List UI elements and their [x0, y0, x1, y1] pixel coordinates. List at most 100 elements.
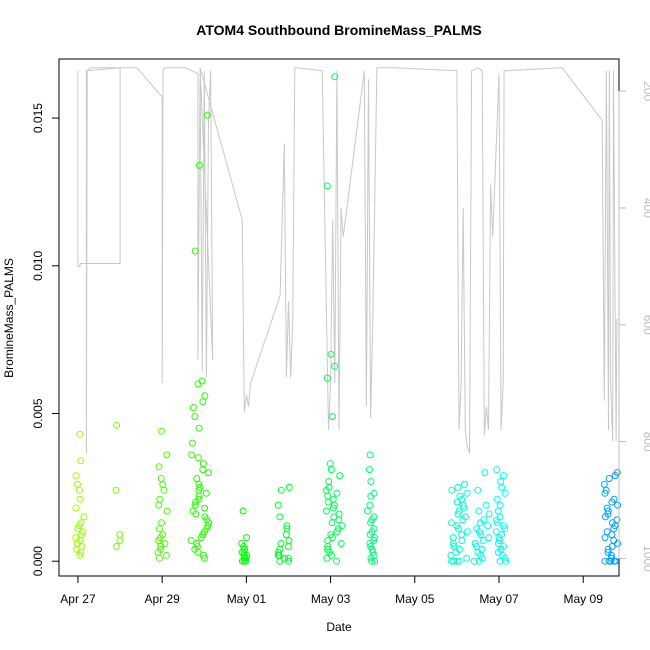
data-point	[155, 537, 163, 544]
data-point	[238, 557, 246, 565]
data-point	[475, 557, 483, 565]
data-point	[610, 557, 618, 565]
data-point	[285, 557, 293, 565]
data-point	[323, 182, 331, 190]
data-point	[455, 507, 463, 515]
x-axis: Apr 27 Apr 29 May 01 May 03 May 05 May 07 May …	[60, 575, 604, 606]
data-point	[274, 548, 282, 556]
y-axis: 0.000 0.005 0.010 0.015	[31, 103, 60, 576]
data-point	[77, 457, 85, 465]
data-point	[77, 548, 85, 556]
data-point	[470, 557, 478, 565]
data-point	[324, 537, 332, 544]
data-point	[329, 504, 337, 512]
data-point	[155, 463, 163, 471]
x-tick-label: Apr 29	[144, 592, 180, 606]
data-point	[199, 398, 207, 406]
data-point	[605, 475, 613, 482]
data-point	[454, 510, 462, 518]
data-point	[274, 501, 282, 509]
data-point	[157, 475, 165, 482]
data-point	[475, 507, 483, 515]
data-point	[336, 472, 344, 480]
data-point	[601, 489, 609, 497]
data-point	[195, 492, 203, 500]
data-point	[367, 478, 375, 485]
data-point	[156, 495, 164, 503]
data-point	[459, 516, 467, 524]
data-point	[73, 545, 81, 553]
data-point	[156, 554, 163, 562]
data-point	[614, 540, 622, 547]
data-point	[447, 551, 455, 559]
data-point	[501, 489, 509, 497]
data-point	[368, 557, 376, 565]
data-point	[496, 537, 503, 544]
data-point	[324, 498, 332, 506]
data-point	[607, 557, 615, 565]
y-tick-label: 0.010	[31, 250, 45, 280]
data-point	[494, 540, 502, 547]
data-point	[76, 486, 83, 494]
x-tick-label: May 01	[227, 592, 267, 606]
data-point	[458, 531, 466, 539]
data-point	[484, 522, 492, 530]
data-point	[608, 531, 616, 539]
data-point	[201, 392, 209, 400]
data-point	[458, 537, 466, 544]
data-point	[461, 480, 468, 488]
data-point	[601, 513, 609, 521]
right-tick-label: 800	[641, 432, 650, 452]
data-point	[496, 501, 504, 509]
data-point	[333, 528, 341, 536]
data-point	[604, 545, 612, 553]
data-point	[367, 519, 375, 527]
y-tick-label: 0.015	[31, 103, 45, 133]
data-point	[474, 486, 482, 494]
data-point	[333, 557, 340, 565]
data-point	[276, 557, 284, 565]
data-point	[189, 404, 197, 412]
data-point	[116, 531, 124, 539]
data-point	[326, 460, 334, 468]
data-point	[459, 501, 467, 509]
data-point	[476, 519, 484, 527]
data-point	[157, 543, 165, 550]
x-axis-label: Date	[326, 620, 352, 634]
data-point	[450, 557, 458, 565]
data-point	[187, 537, 195, 544]
right-tick-label: 400	[641, 198, 650, 218]
x-tick-label: May 07	[479, 592, 519, 606]
data-point	[239, 507, 247, 515]
data-point	[201, 504, 209, 512]
data-point	[155, 501, 163, 509]
data-point	[76, 551, 84, 559]
data-point	[158, 427, 166, 435]
data-point	[366, 451, 374, 459]
data-point	[199, 466, 207, 474]
data-point	[453, 557, 461, 565]
data-point	[203, 111, 211, 119]
data-point	[333, 489, 341, 497]
data-point	[163, 551, 170, 559]
data-point	[608, 498, 616, 506]
data-point	[194, 548, 202, 556]
data-point	[477, 531, 485, 539]
data-point	[482, 501, 490, 509]
data-point	[282, 531, 290, 539]
data-point	[335, 516, 343, 524]
data-point	[74, 525, 82, 533]
right-axis: 200 400 600 800 1000	[618, 81, 650, 572]
data-point	[481, 469, 489, 477]
data-point	[614, 501, 622, 509]
plot-frame	[58, 58, 620, 577]
data-point	[498, 483, 506, 491]
data-point	[448, 519, 455, 527]
data-point	[194, 380, 202, 388]
data-point	[200, 554, 208, 562]
data-point	[112, 543, 120, 550]
data-point	[193, 540, 201, 547]
data-point	[192, 498, 200, 506]
x-tick-label: May 09	[564, 592, 604, 606]
